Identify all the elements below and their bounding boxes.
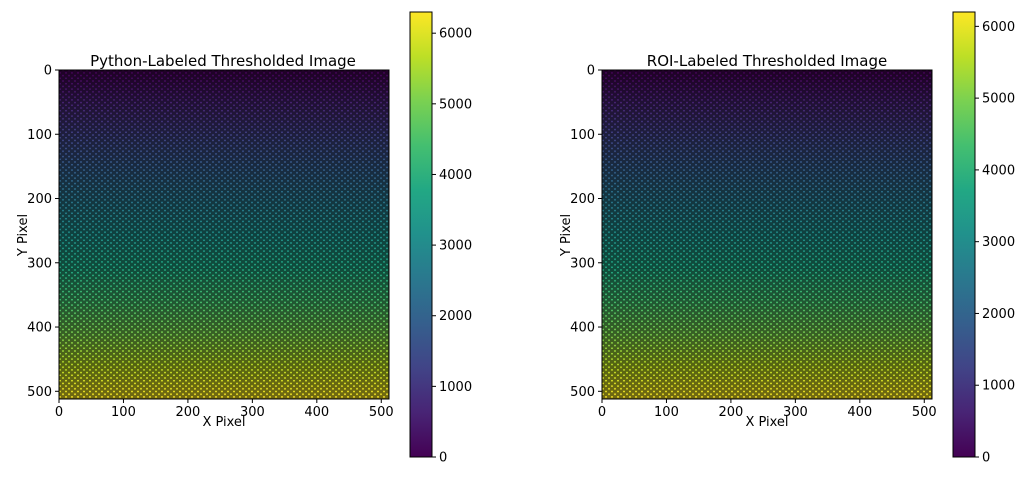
colorbar-tick-label: 1000 — [982, 379, 1015, 394]
x-tick-label: 300 — [783, 405, 808, 420]
panel-roi-labeled: ROI-Labeled Thresholded Image 0 100 200 300… — [559, 11, 1015, 466]
chart-title: Python-Labeled Thresholded Image — [90, 52, 356, 70]
colorbar-tick-label: 1000 — [439, 380, 472, 395]
y-ticks: 0 100 200 300 400 500 — [570, 64, 602, 400]
y-tick-label: 100 — [570, 128, 595, 143]
y-tick-label: 0 — [587, 64, 595, 79]
heatmap-image — [602, 70, 932, 399]
x-tick-label: 0 — [598, 405, 606, 420]
y-tick-label: 0 — [44, 64, 52, 79]
y-axis-label: Y Pixel — [16, 214, 31, 257]
x-ticks: 0 100 200 300 400 500 — [55, 399, 394, 420]
colorbar-tick-label: 0 — [439, 451, 447, 466]
y-tick-label: 100 — [27, 128, 52, 143]
panel-python-labeled: Python-Labeled Thresholded Image 0 100 200… — [16, 11, 472, 466]
heatmap-image — [59, 70, 389, 399]
colorbar-tick-label: 5000 — [439, 97, 472, 112]
x-tick-label: 500 — [369, 405, 394, 420]
x-axis-label: X Pixel — [745, 415, 788, 430]
colorbar-tick-label: 5000 — [982, 92, 1015, 107]
colorbar-tick-label: 6000 — [439, 27, 472, 42]
x-tick-label: 100 — [654, 405, 679, 420]
colorbar: 0 1000 2000 3000 4000 5000 6000 — [952, 11, 1015, 466]
colorbar-ticks: 0 1000 2000 3000 4000 5000 6000 — [975, 20, 1015, 466]
y-tick-label: 300 — [27, 256, 52, 271]
y-tick-label: 200 — [27, 192, 52, 207]
y-tick-label: 500 — [27, 385, 52, 400]
x-axis-label: X Pixel — [202, 415, 245, 430]
colorbar-gradient — [952, 11, 976, 458]
x-tick-label: 0 — [55, 405, 63, 420]
colorbar-tick-label: 4000 — [439, 168, 472, 183]
x-tick-label: 500 — [912, 405, 937, 420]
chart-title: ROI-Labeled Thresholded Image — [647, 52, 887, 70]
colorbar-tick-label: 2000 — [982, 307, 1015, 322]
y-tick-label: 400 — [570, 321, 595, 336]
y-ticks: 0 100 200 300 400 500 — [27, 64, 59, 400]
x-tick-label: 300 — [240, 405, 265, 420]
heatmap-blob-overlay — [59, 70, 389, 399]
colorbar-tick-label: 6000 — [982, 20, 1015, 35]
colorbar-tick-label: 0 — [982, 451, 990, 466]
colorbar-tick-label: 4000 — [982, 163, 1015, 178]
colorbar-tick-label: 3000 — [439, 239, 472, 254]
colorbar: 0 1000 2000 3000 4000 5000 6000 — [409, 11, 472, 466]
colorbar-ticks: 0 1000 2000 3000 4000 5000 6000 — [432, 27, 472, 466]
colorbar-tick-label: 2000 — [439, 309, 472, 324]
colorbar-tick-label: 3000 — [982, 235, 1015, 250]
y-tick-label: 200 — [570, 192, 595, 207]
heatmap-blob-overlay — [602, 70, 932, 399]
x-tick-label: 200 — [175, 405, 200, 420]
x-tick-label: 200 — [718, 405, 743, 420]
y-tick-label: 300 — [570, 256, 595, 271]
axes-frame — [58, 69, 390, 400]
y-tick-label: 400 — [27, 321, 52, 336]
axes-frame — [601, 69, 933, 400]
y-axis-label: Y Pixel — [559, 214, 574, 257]
colorbar-gradient — [409, 11, 433, 458]
x-tick-label: 400 — [304, 405, 329, 420]
x-tick-label: 400 — [847, 405, 872, 420]
y-tick-label: 500 — [570, 385, 595, 400]
x-tick-label: 100 — [111, 405, 136, 420]
x-ticks: 0 100 200 300 400 500 — [598, 399, 937, 420]
